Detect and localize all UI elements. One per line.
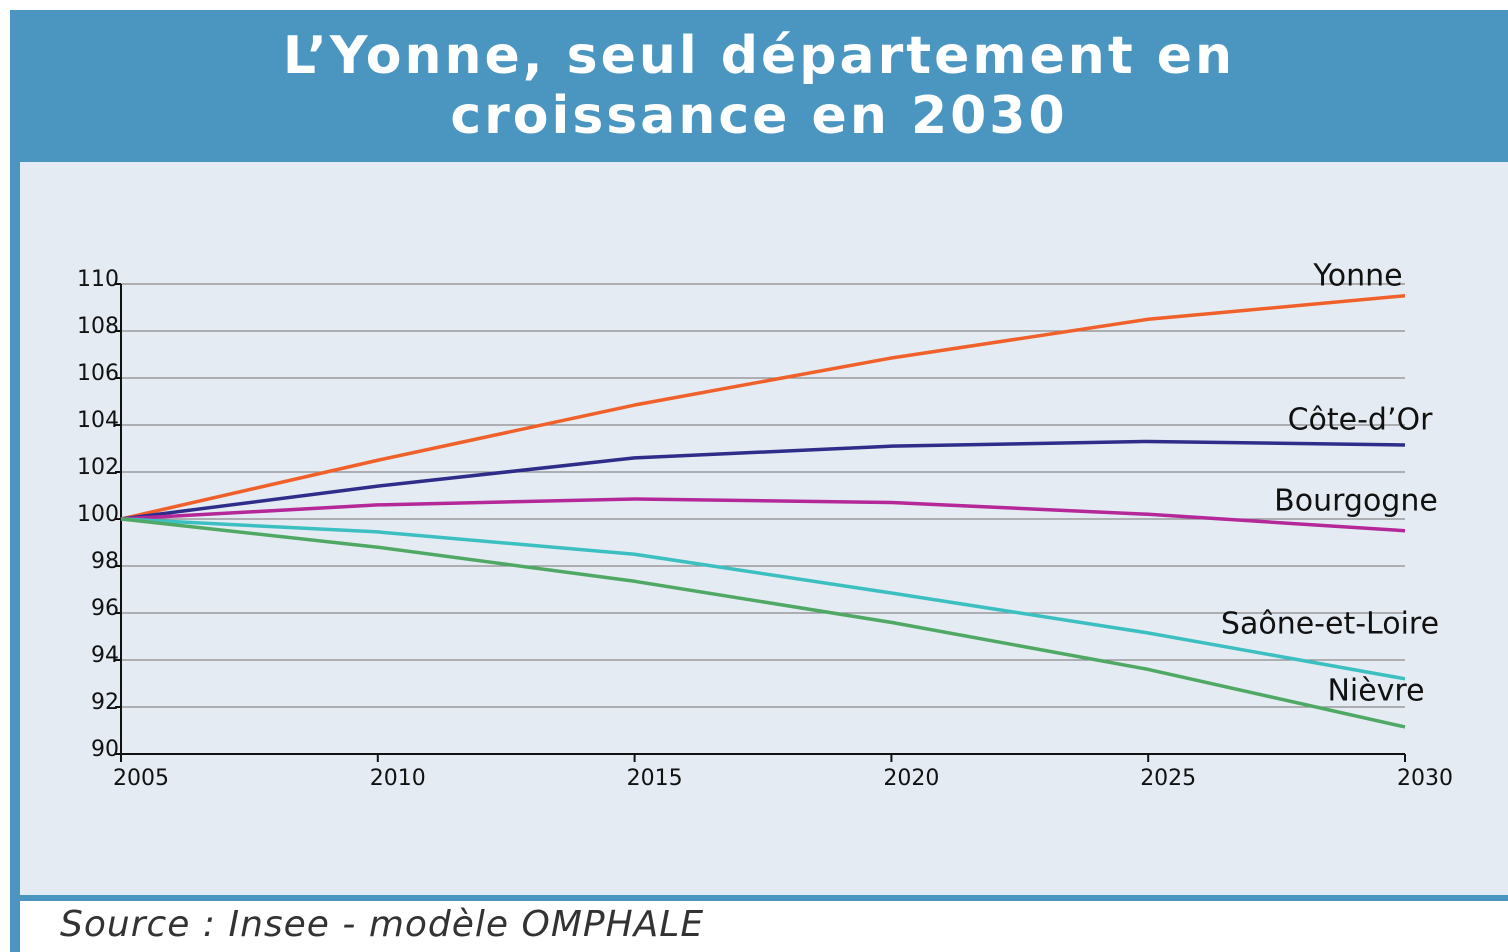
y-tick-label: 110 [77,267,119,292]
header: L’Yonne, seul département en croissance … [10,10,1508,162]
separator [20,895,1508,901]
x-tick-label: 2025 [1140,766,1196,791]
x-tick-label: 2010 [370,766,426,791]
y-tick-label: 98 [91,549,119,574]
series-label: Yonne [1312,259,1402,294]
x-tick-label: 2030 [1397,766,1453,791]
x-tick-label: 2015 [627,766,683,791]
series-line [120,497,1406,533]
y-tick-label: 108 [77,314,119,339]
series-line [120,517,1406,681]
y-tick-label: 102 [77,455,119,480]
y-tick-label: 90 [91,737,119,762]
x-tick-label: 2020 [883,766,939,791]
y-tick-label: 106 [77,361,119,386]
series-line [120,439,1406,521]
x-tick-label: 2005 [113,766,169,791]
y-tick-label: 96 [91,596,119,621]
y-tick-label: 104 [77,408,119,433]
y-tick-label: 92 [91,690,119,715]
series-line [120,517,1406,729]
series-label: Bourgogne [1274,484,1438,519]
series-label: Côte-d’Or [1288,403,1434,438]
source-note: Source : Insee - modèle OMPHALE [60,904,705,945]
y-tick-label: 100 [77,502,119,527]
series-label: Nièvre [1327,674,1424,709]
y-tick-label: 94 [91,643,119,668]
chart-title: L’Yonne, seul département en croissance … [282,26,1236,146]
series-label: Saône-et-Loire [1221,607,1439,642]
border [10,162,20,952]
series-line [120,294,1406,521]
